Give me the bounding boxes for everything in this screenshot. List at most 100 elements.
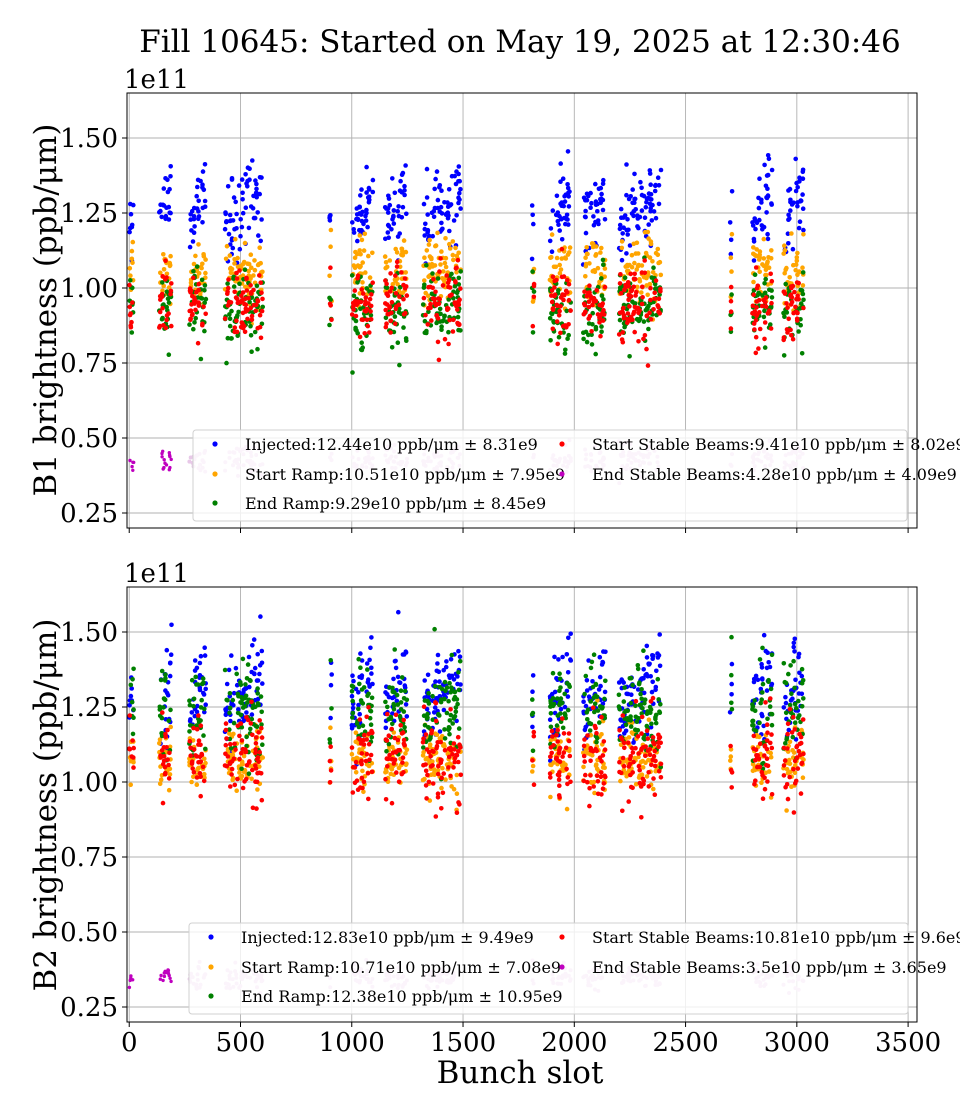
point-end-stable-beams <box>129 976 133 980</box>
point-start-stable-beams <box>656 304 661 310</box>
point-end-ramp <box>429 291 435 297</box>
point-injected <box>191 216 197 222</box>
point-start-stable-beams <box>235 776 240 782</box>
point-injected <box>226 231 232 237</box>
point-injected <box>603 649 608 655</box>
point-injected <box>586 694 592 699</box>
point-start-stable-beams <box>258 280 264 286</box>
point-injected <box>358 651 363 656</box>
point-end-ramp <box>193 315 198 321</box>
point-injected <box>650 653 655 658</box>
point-injected <box>385 222 391 228</box>
point-start-stable-beams <box>196 760 201 765</box>
point-start-stable-beams <box>751 746 756 751</box>
point-start-stable-beams <box>794 316 800 322</box>
point-end-ramp <box>128 278 133 283</box>
point-end-ramp <box>386 741 392 747</box>
point-injected <box>237 246 243 252</box>
point-start-ramp <box>650 259 655 264</box>
point-start-ramp <box>395 282 400 287</box>
point-injected <box>164 647 170 653</box>
point-start-ramp <box>228 265 233 271</box>
point-end-ramp <box>358 665 363 670</box>
point-start-ramp <box>443 777 448 782</box>
point-start-stable-beams <box>239 293 244 299</box>
point-start-ramp <box>353 770 359 775</box>
point-injected <box>391 208 397 213</box>
point-start-stable-beams <box>441 771 447 776</box>
point-injected <box>456 164 462 169</box>
point-start-stable-beams <box>228 784 233 789</box>
point-start-stable-beams <box>196 281 201 287</box>
point-start-stable-beams <box>636 763 642 769</box>
point-start-stable-beams <box>255 770 260 776</box>
point-start-ramp <box>403 762 409 768</box>
point-injected <box>190 239 196 244</box>
point-start-ramp <box>619 239 625 244</box>
point-start-ramp <box>639 772 645 777</box>
point-injected <box>244 710 249 715</box>
point-start-stable-beams <box>237 300 243 305</box>
legend-label: End Ramp:9.29e10 ppb/μm ± 8.45e9 <box>245 494 546 513</box>
point-start-ramp <box>635 263 641 269</box>
point-start-ramp <box>360 280 365 285</box>
point-start-ramp <box>447 241 452 247</box>
point-start-stable-beams <box>447 317 452 323</box>
point-injected <box>547 717 553 722</box>
point-start-stable-beams <box>757 764 763 770</box>
point-injected <box>431 208 437 214</box>
point-start-stable-beams <box>163 258 168 264</box>
point-start-stable-beams <box>327 301 333 307</box>
point-start-stable-beams <box>618 272 623 277</box>
point-start-stable-beams <box>429 318 434 323</box>
point-start-stable-beams <box>237 268 242 273</box>
point-injected <box>437 729 443 734</box>
y-multiplier-b1: 1e11 <box>124 65 189 95</box>
point-injected <box>646 191 652 196</box>
point-start-stable-beams <box>223 727 229 733</box>
x-tick-label: 1000 <box>319 1028 385 1058</box>
point-start-ramp <box>640 765 646 770</box>
point-end-ramp <box>392 690 397 695</box>
point-injected <box>202 709 207 715</box>
point-start-stable-beams <box>768 740 773 746</box>
point-start-stable-beams <box>452 301 458 307</box>
point-injected <box>197 673 203 678</box>
point-start-ramp <box>450 252 456 258</box>
point-start-stable-beams <box>587 785 592 791</box>
point-start-stable-beams <box>650 757 655 763</box>
point-start-stable-beams <box>235 723 241 729</box>
point-injected <box>240 190 245 196</box>
point-start-ramp <box>246 268 251 274</box>
point-start-stable-beams <box>560 716 565 721</box>
point-start-stable-beams <box>191 769 197 775</box>
point-injected <box>791 644 796 650</box>
point-start-stable-beams <box>259 725 264 731</box>
point-start-ramp <box>168 253 173 259</box>
legend-label: Start Ramp:10.51e10 ppb/μm ± 7.95e9 <box>245 465 565 484</box>
point-start-ramp <box>657 259 663 265</box>
point-injected <box>559 237 565 242</box>
point-start-stable-beams <box>243 306 249 311</box>
point-start-stable-beams <box>398 723 404 728</box>
point-injected <box>363 218 369 223</box>
point-start-stable-beams <box>635 734 641 739</box>
point-start-stable-beams <box>587 283 592 289</box>
point-end-ramp <box>442 313 447 319</box>
point-start-stable-beams <box>591 784 596 789</box>
point-injected <box>555 218 561 224</box>
point-injected <box>583 230 589 236</box>
point-start-ramp <box>553 264 559 270</box>
point-start-stable-beams <box>753 350 759 356</box>
point-end-ramp <box>446 297 452 302</box>
point-start-ramp <box>129 256 135 262</box>
point-end-ramp <box>456 670 461 675</box>
point-start-ramp <box>223 256 229 262</box>
point-start-ramp <box>792 770 798 776</box>
point-injected <box>644 655 650 660</box>
point-start-ramp <box>644 275 649 281</box>
point-start-stable-beams <box>241 323 247 329</box>
point-start-ramp <box>435 768 441 773</box>
point-injected <box>793 188 799 194</box>
point-start-stable-beams <box>368 317 374 322</box>
